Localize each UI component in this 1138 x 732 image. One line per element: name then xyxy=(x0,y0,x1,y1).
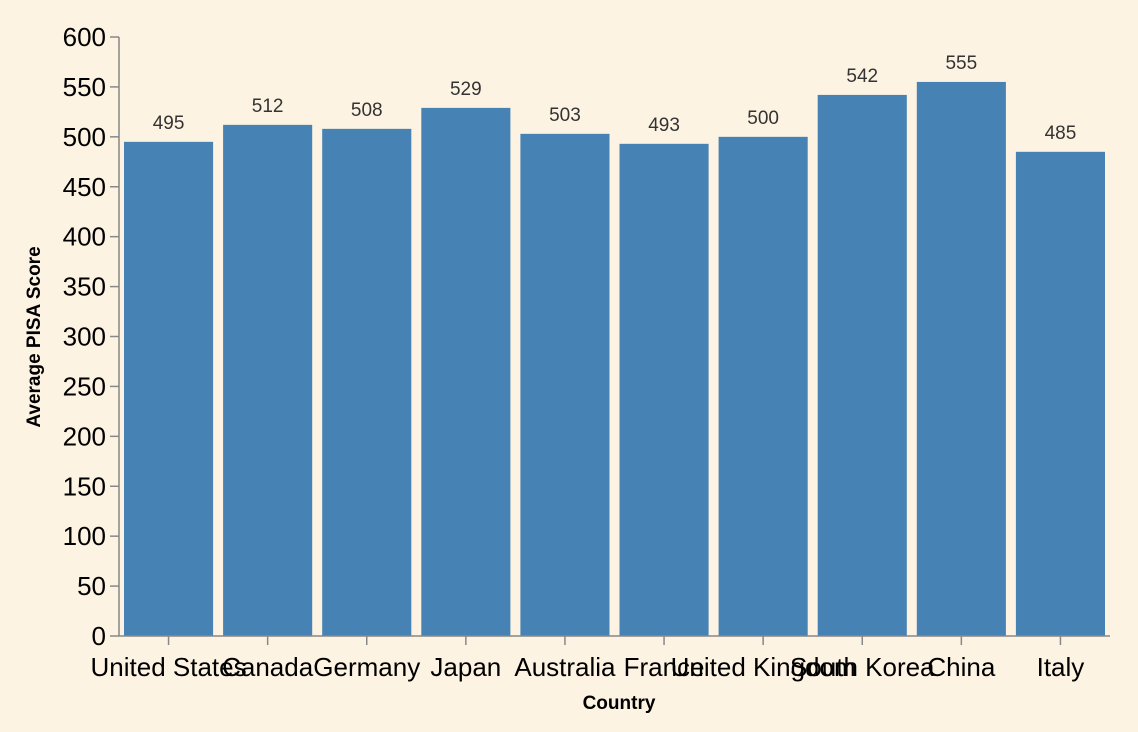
data-label: 503 xyxy=(549,105,581,126)
y-tick-label: 100 xyxy=(63,521,106,551)
y-tick-label: 150 xyxy=(63,471,106,501)
y-tick-label: 400 xyxy=(63,222,106,252)
y-tick-label: 600 xyxy=(63,22,106,52)
bar xyxy=(817,94,907,637)
bar xyxy=(124,141,214,636)
data-label: 495 xyxy=(153,113,185,134)
x-tick-label: Germany xyxy=(313,652,420,682)
y-axis-title: Average PISA Score xyxy=(24,246,45,427)
y-tick-label: 500 xyxy=(63,122,106,152)
x-tick-label: Italy xyxy=(1037,652,1085,682)
x-tick-label: United Kingdom xyxy=(671,652,856,682)
data-label: 555 xyxy=(945,53,977,74)
x-tick-label: United States xyxy=(91,652,247,682)
y-tick-label: 300 xyxy=(63,322,106,352)
x-tick-label: Australia xyxy=(514,652,616,682)
data-label: 542 xyxy=(846,66,878,87)
x-tick-label: China xyxy=(927,652,995,682)
data-labels-layer: 495 512 508 529 503 493 500 542 555 485 xyxy=(153,53,1077,144)
bar xyxy=(421,107,511,637)
data-label: 529 xyxy=(450,79,482,100)
y-axis: 0 50 100 150 200 250 300 350 400 450 500 550 600 xyxy=(63,22,120,651)
y-tick-label: 450 xyxy=(63,172,106,202)
bar xyxy=(1015,151,1105,636)
data-label: 493 xyxy=(648,115,680,136)
data-label: 485 xyxy=(1045,123,1077,144)
bar xyxy=(718,136,808,637)
y-tick-label: 350 xyxy=(63,272,106,302)
x-tick-label: France xyxy=(624,652,705,682)
x-axis-title: Country xyxy=(583,693,656,714)
bar xyxy=(916,81,1006,637)
y-tick-label: 250 xyxy=(63,371,106,401)
y-tick-label: 550 xyxy=(63,72,106,102)
bar xyxy=(223,124,313,636)
y-tick-label: 50 xyxy=(77,571,106,601)
x-tick-label: South Korea xyxy=(790,652,935,682)
bar xyxy=(322,128,412,636)
bar xyxy=(520,133,610,637)
y-tick-label: 0 xyxy=(92,621,106,651)
data-label: 508 xyxy=(351,100,383,121)
data-label: 500 xyxy=(747,108,779,129)
bar xyxy=(619,143,709,637)
bars-layer xyxy=(124,81,1105,637)
x-tick-label: Japan xyxy=(430,652,501,682)
data-label: 512 xyxy=(252,96,284,117)
y-tick-label: 200 xyxy=(63,421,106,451)
x-tick-label: Canada xyxy=(222,652,314,682)
